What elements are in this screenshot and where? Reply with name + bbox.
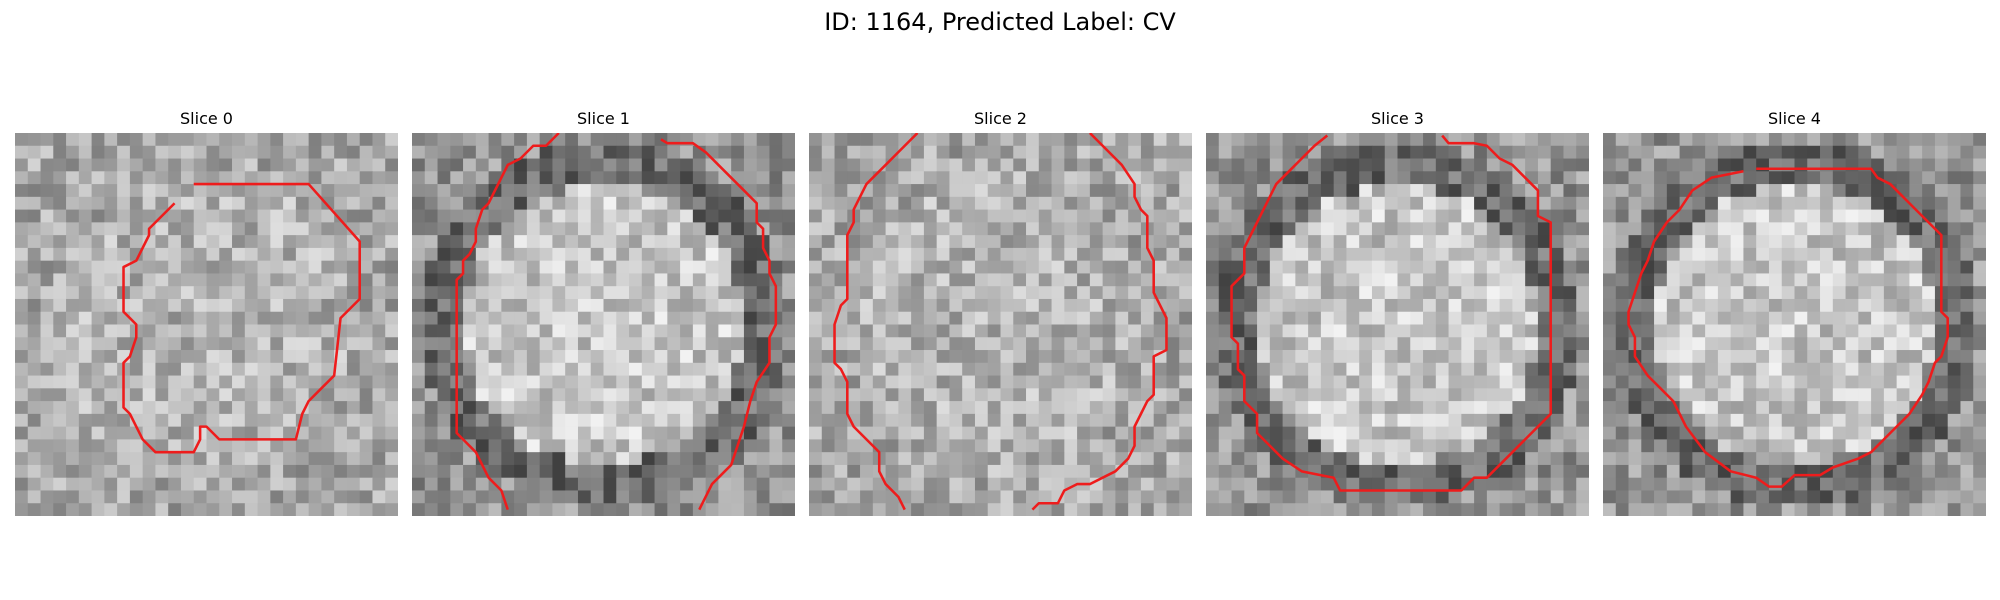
- contour-line: [660, 138, 778, 511]
- contour-line: [122, 182, 361, 454]
- contour-line: [1230, 134, 1552, 492]
- slice-panel-3: Slice 3: [1206, 108, 1589, 516]
- pixel-grid: [809, 133, 1192, 516]
- slice-panel-4: Slice 4: [1603, 108, 1986, 516]
- slice-title: Slice 0: [180, 109, 233, 128]
- slice-image: [15, 133, 398, 516]
- slice-image: [1603, 133, 1986, 516]
- slice-title: Slice 1: [577, 109, 630, 128]
- pixel-grid: [15, 133, 398, 516]
- contour-line: [455, 133, 560, 511]
- figure-title: ID: 1164, Predicted Label: CV: [824, 8, 1176, 36]
- pixel-grid: [1206, 133, 1589, 516]
- contour-line: [1627, 167, 1949, 488]
- slice-panel-2: Slice 2: [809, 108, 1192, 516]
- contour-line: [833, 133, 919, 511]
- slice-title: Slice 3: [1371, 109, 1424, 128]
- slice-image: [1206, 133, 1589, 516]
- contour-line: [1031, 133, 1168, 511]
- slice-panel-0: Slice 0: [15, 108, 398, 516]
- pixel-grid: [1603, 133, 1986, 516]
- slice-title: Slice 2: [974, 109, 1027, 128]
- pixel-grid: [412, 133, 795, 516]
- slice-title: Slice 4: [1768, 109, 1821, 128]
- slice-image: [412, 133, 795, 516]
- slice-panel-1: Slice 1: [412, 108, 795, 516]
- slice-image: [809, 133, 1192, 516]
